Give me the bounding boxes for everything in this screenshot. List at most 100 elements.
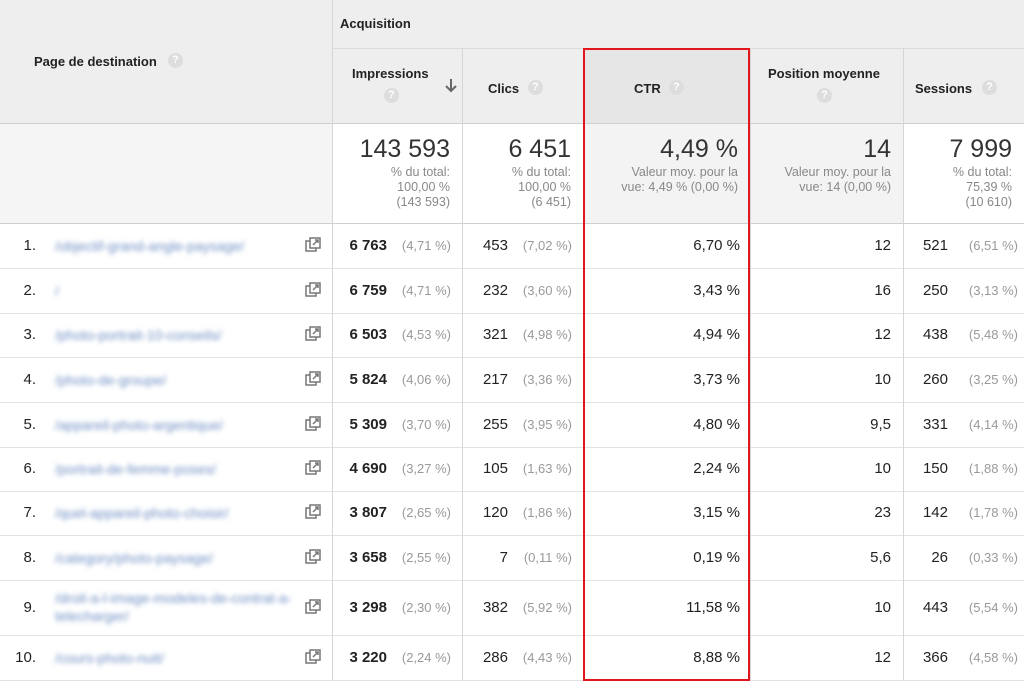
open-link-icon[interactable]: [305, 370, 321, 387]
impressions: 5 309: [349, 415, 387, 433]
position: 10: [874, 598, 891, 616]
totals-label-bg: [0, 123, 332, 223]
impressions: 5 824: [349, 370, 387, 388]
open-link-icon[interactable]: [305, 548, 321, 565]
open-icon: [305, 548, 321, 564]
open-link-icon[interactable]: [305, 236, 321, 253]
row-index: 3.: [23, 326, 36, 343]
impressions-share: (3,70 %): [401, 416, 451, 432]
ctr-highlight: [583, 48, 750, 681]
clicks-share: (3,36 %): [522, 371, 572, 387]
help-icon: [168, 53, 183, 68]
page-link[interactable]: /portrait-de-femme-poses/: [55, 461, 217, 477]
impressions-share: (4,06 %): [401, 371, 451, 387]
open-link-icon[interactable]: [305, 281, 321, 298]
row-border: [0, 491, 1024, 492]
first-column-header: Page de destination: [34, 54, 157, 69]
row-border: [0, 535, 1024, 536]
total-note: % du total:: [390, 165, 450, 179]
open-link-icon[interactable]: [305, 648, 321, 665]
ctr: 2,24 %: [693, 460, 740, 477]
clicks: 382: [482, 598, 508, 616]
page-link[interactable]: /droit-a-l-image-modeles-de-contrat-a-te…: [55, 589, 292, 624]
ctr: 3,43 %: [693, 281, 740, 299]
open-link-icon[interactable]: [305, 326, 321, 342]
sort-arrow: [444, 78, 458, 94]
group-header: Acquisition: [340, 16, 411, 31]
row-border: [0, 313, 1024, 314]
page-link[interactable]: /photo-de-groupe/: [55, 371, 167, 388]
row-index: 5.: [23, 415, 36, 433]
sessions-share: (4,58 %): [968, 649, 1018, 665]
clicks-share: (4,98 %): [522, 327, 572, 342]
position: 23: [874, 504, 891, 521]
open-icon: [305, 236, 321, 252]
open-link-icon[interactable]: [305, 460, 321, 476]
open-icon: [305, 326, 321, 341]
open-icon: [305, 281, 321, 297]
row-index: 1.: [23, 236, 36, 254]
column-header: Sessions: [915, 81, 973, 96]
impressions-share: (2,24 %): [401, 649, 451, 665]
clicks: 286: [482, 648, 508, 666]
ctr: 3,15 %: [693, 504, 740, 521]
page-link[interactable]: /: [55, 282, 59, 299]
open-icon: [305, 370, 321, 386]
ctr: 6,70 %: [693, 236, 740, 254]
impressions: 3 658: [349, 548, 387, 566]
page-link[interactable]: /category/photo-paysage/: [55, 549, 213, 566]
impressions: 3 807: [349, 504, 387, 521]
clicks: 7: [499, 548, 508, 566]
impressions: 6 503: [349, 326, 387, 343]
row-index: 4.: [23, 370, 36, 388]
row-border: [0, 223, 1024, 224]
impressions-share: (2,55 %): [401, 549, 451, 565]
sessions-share: (1,78 %): [968, 505, 1018, 520]
sessions-share: (4,14 %): [968, 416, 1018, 432]
page-link[interactable]: /photo-portrait-10-conseils/: [55, 327, 222, 343]
total-note: 100,00 %: [518, 180, 571, 194]
sessions-share: (5,54 %): [968, 599, 1018, 615]
page-link[interactable]: /quel-appareil-photo-choisir/: [55, 505, 229, 521]
position: 9,5: [870, 415, 891, 433]
row-index: 10.: [15, 648, 36, 666]
total-note: (143 593): [396, 195, 450, 209]
total-note: (10 610): [965, 195, 1012, 209]
page-link[interactable]: /objectif-grand-angle-paysage/: [55, 237, 245, 254]
clicks: 105: [482, 460, 508, 477]
open-link-icon[interactable]: [305, 504, 321, 520]
sessions: 250: [922, 281, 948, 299]
ctr: 3,73 %: [693, 370, 740, 388]
column-border: [462, 48, 463, 680]
row-border: [0, 447, 1024, 448]
total-value: 4,49 %: [660, 135, 738, 163]
page-link[interactable]: /cours-photo-nuit/: [55, 649, 164, 666]
clicks-share: (3,60 %): [522, 282, 572, 298]
impressions-share: (4,71 %): [401, 237, 451, 253]
sessions: 260: [922, 370, 948, 388]
row-index: 8.: [23, 548, 36, 566]
open-icon: [305, 648, 321, 664]
row-border: [0, 357, 1024, 358]
position: 16: [874, 281, 891, 299]
total-note: (6 451): [531, 195, 571, 209]
clicks: 453: [482, 236, 508, 254]
row-border: [0, 123, 1024, 124]
ctr: 8,88 %: [693, 648, 740, 666]
open-link-icon[interactable]: [305, 415, 321, 432]
row-border: [0, 680, 1024, 681]
clicks-share: (5,92 %): [522, 599, 572, 615]
sessions-share: (1,88 %): [968, 461, 1018, 476]
clicks-share: (1,63 %): [522, 461, 572, 476]
open-icon: [305, 504, 321, 519]
impressions: 6 759: [349, 281, 387, 299]
page-link[interactable]: /appareil-photo-argentique/: [55, 416, 224, 433]
open-link-icon[interactable]: [305, 598, 321, 615]
ctr-totals-bg: [583, 123, 903, 223]
ctr: 0,19 %: [693, 548, 740, 566]
sessions-share: (3,13 %): [968, 282, 1018, 298]
sessions-share: (0,33 %): [968, 549, 1018, 565]
total-note: 100,00 %: [397, 180, 450, 194]
impressions-share: (2,65 %): [401, 505, 451, 520]
